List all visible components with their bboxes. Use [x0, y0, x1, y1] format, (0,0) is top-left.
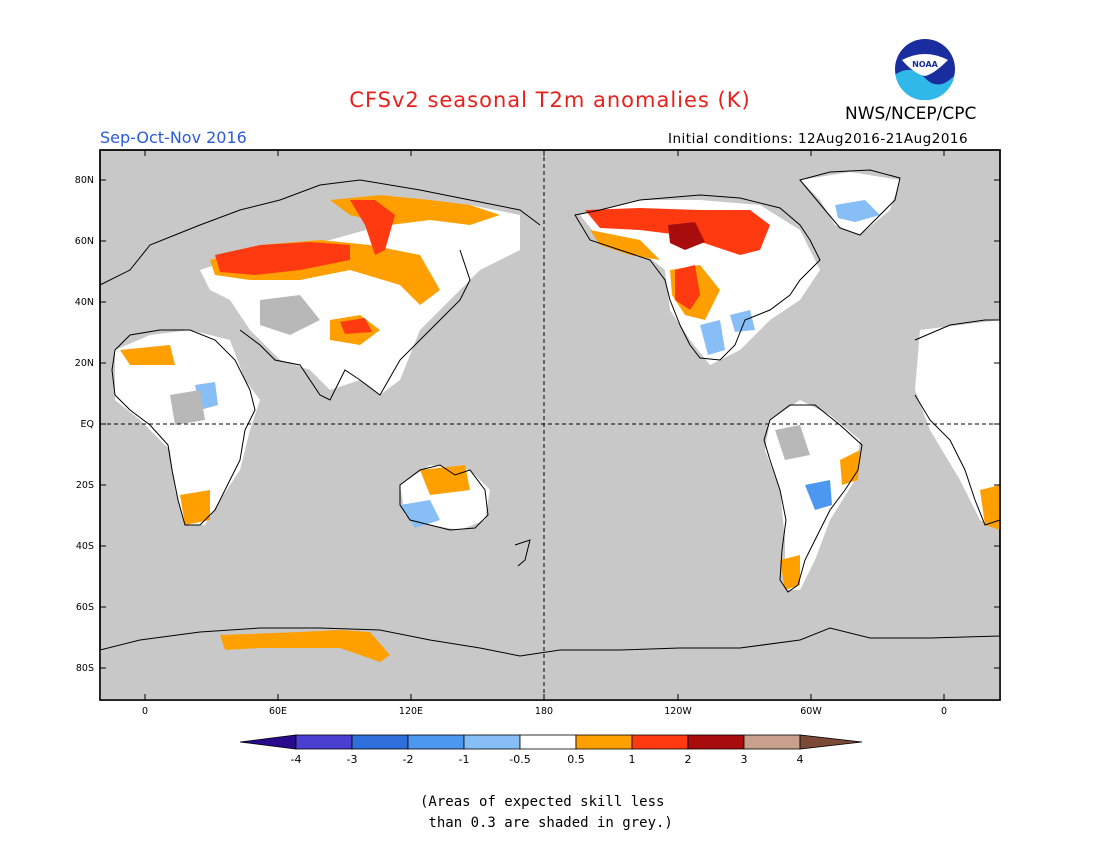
- colorbar-cell: [463, 734, 521, 750]
- cool-mexico: [700, 320, 725, 355]
- colorbar-label: -3: [347, 753, 358, 766]
- lon-label: 180: [535, 706, 553, 717]
- initial-conditions-label: Initial conditions: 12Aug2016-21Aug2016: [668, 131, 969, 147]
- colorbar-arrow-left: [239, 734, 297, 750]
- warm-patagonia: [780, 555, 800, 590]
- lat-label: 40N: [75, 297, 94, 308]
- logo-text: NOAA: [912, 60, 938, 69]
- colorbar-label: -4: [291, 753, 302, 766]
- colorbar-cell: [631, 734, 689, 750]
- colorbar-label: 3: [741, 753, 748, 766]
- lat-label: EQ: [81, 419, 94, 430]
- season-label: Sep-Oct-Nov 2016: [100, 128, 247, 147]
- very-hot-hudson-bay: [668, 222, 705, 250]
- colorbar-cell: [519, 734, 577, 750]
- lon-labels: 0 60E 120E 180 120W 60W 0: [142, 706, 947, 717]
- lat-label: 20N: [75, 358, 94, 369]
- colorbar-label: 4: [797, 753, 804, 766]
- noaa-logo-icon: NOAA: [895, 39, 955, 100]
- warm-antarctica: [220, 630, 390, 662]
- cool-west-australia: [400, 500, 440, 528]
- colorbar-cell: [351, 734, 409, 750]
- lon-ticks: [144, 150, 945, 700]
- warm-australia: [420, 465, 470, 495]
- lat-labels: 80N 60N 40N 20N EQ 20S 40S 60S 80S: [75, 175, 94, 674]
- lon-label: 60W: [800, 706, 822, 717]
- lon-label: 0: [142, 706, 148, 717]
- shading-africa-east: [915, 320, 1000, 530]
- skill-footnote: (Areas of expected skill less than 0.3 a…: [420, 792, 780, 834]
- grey-central-africa: [170, 390, 205, 425]
- warm-brazil: [840, 450, 860, 485]
- lat-label: 80N: [75, 175, 94, 186]
- lon-label: 0: [941, 706, 947, 717]
- cool-paraguay: [805, 480, 832, 510]
- colorbar-cell: [407, 734, 465, 750]
- colorbar-label: 2: [685, 753, 692, 766]
- grey-central-asia: [260, 295, 320, 335]
- map-frame: [99, 149, 1001, 701]
- lon-label: 120E: [399, 706, 423, 717]
- lat-label: 60S: [76, 602, 94, 613]
- colorbar-label: -1: [459, 753, 470, 766]
- agency-label: NWS/NCEP/CPC: [845, 104, 977, 124]
- colorbar-label: -0.5: [509, 753, 530, 766]
- footnote-line-2: than 0.3 are shaded in grey.): [420, 815, 673, 831]
- colorbar-label: 0.5: [567, 753, 585, 766]
- lon-label: 120W: [664, 706, 692, 717]
- colorbar-labels: -4 -3 -2 -1 -0.5 0.5 1 2 3 4: [291, 753, 804, 766]
- warm-africa-east-edge: [980, 485, 1000, 530]
- lat-label: 40S: [76, 541, 94, 552]
- hot-siberia-north: [350, 200, 395, 255]
- warm-sahara: [120, 345, 175, 365]
- hot-western-us: [675, 265, 700, 310]
- lat-label: 60N: [75, 236, 94, 247]
- colorbar-arrow-right: [799, 734, 863, 750]
- lat-label: 80S: [76, 663, 94, 674]
- colorbar-cell: [743, 734, 801, 750]
- cool-southeast-us: [730, 310, 755, 332]
- lon-label: 60E: [269, 706, 287, 717]
- colorbar-cell: [295, 734, 353, 750]
- hot-tibet: [340, 318, 372, 334]
- cool-greenland: [835, 200, 880, 222]
- colorbar-cell: [687, 734, 745, 750]
- lat-label: 20S: [76, 480, 94, 491]
- warm-alaska: [590, 230, 660, 260]
- shading-africa: [115, 330, 260, 525]
- lat-ticks: [100, 179, 1000, 669]
- anomaly-shading: [100, 172, 1000, 700]
- grey-amazon: [775, 425, 810, 460]
- colorbar: [239, 734, 863, 750]
- colorbar-label: 1: [629, 753, 636, 766]
- map-title: CFSv2 seasonal T2m anomalies (K): [349, 88, 751, 112]
- colorbar-label: -2: [403, 753, 414, 766]
- colorbar-cell: [575, 734, 633, 750]
- hot-siberia-west: [215, 242, 350, 275]
- warm-south-africa: [180, 490, 210, 525]
- coastlines: [99, 169, 1001, 657]
- footnote-line-1: (Areas of expected skill less: [420, 794, 665, 810]
